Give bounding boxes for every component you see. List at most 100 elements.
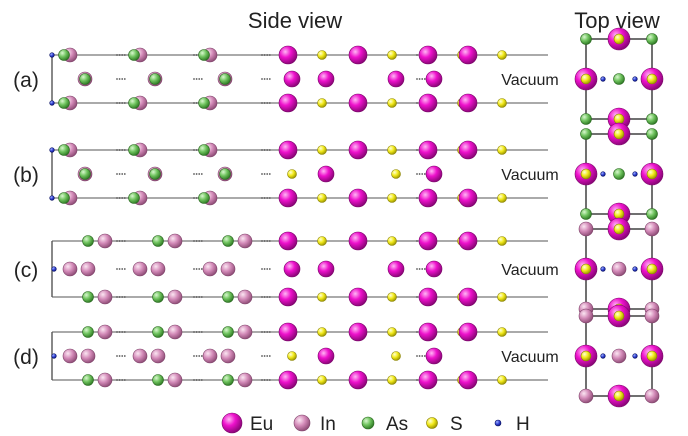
ellipsis-dot (268, 296, 271, 298)
ellipsis-dot (193, 149, 195, 151)
eu-atom (418, 93, 438, 113)
top-view-cell (574, 304, 664, 408)
in-atom (644, 388, 660, 404)
ellipsis-dot (416, 54, 418, 56)
ellipsis-dot (118, 149, 121, 151)
s-atom (646, 73, 658, 85)
top-view-cell (574, 27, 664, 131)
ellipsis-dot (195, 197, 198, 199)
ellipsis-dot (268, 268, 271, 270)
ellipsis-dot (195, 54, 198, 56)
ellipsis-dot (418, 355, 421, 357)
ellipsis-dot (118, 78, 121, 80)
s-atom (387, 193, 397, 203)
as-atom (613, 73, 625, 85)
ellipsis-dot (423, 268, 426, 270)
s-atom (497, 327, 507, 337)
ellipsis-dot (195, 296, 198, 298)
in-atom (237, 324, 253, 340)
in-atom (644, 308, 660, 324)
in-atom (220, 348, 236, 364)
h-atom (632, 171, 638, 177)
ellipsis-dot (123, 78, 126, 80)
s-atom (580, 263, 592, 275)
ellipsis-dot (266, 379, 269, 381)
in-atom (237, 372, 253, 388)
ellipsis-dot (266, 355, 269, 357)
as-atom (58, 97, 70, 109)
s-atom (317, 145, 327, 155)
ellipsis-dot (195, 102, 198, 104)
panel-a: (a) Vacuum (13, 27, 664, 131)
ellipsis-dot (418, 268, 421, 270)
s-atom (317, 375, 327, 385)
in-atom (578, 388, 594, 404)
in-atom (237, 289, 253, 305)
ellipsis-dot (193, 240, 195, 242)
s-atom (613, 208, 625, 220)
eu-atom (317, 165, 335, 183)
s-atom (317, 193, 327, 203)
ellipsis-dot (416, 197, 418, 199)
ellipsis-dot (268, 331, 271, 333)
ellipsis-dot (268, 379, 271, 381)
s-atom (317, 236, 327, 246)
eu-atom (348, 140, 368, 160)
ellipsis-dot (263, 149, 266, 151)
as-atom (149, 73, 161, 85)
ellipsis-dot (261, 268, 263, 270)
s-atom (497, 236, 507, 246)
s-atom (317, 292, 327, 302)
as-atom (219, 73, 231, 85)
vacuum-label: Vacuum (501, 349, 559, 366)
h-atom (51, 266, 57, 272)
as-atom (613, 168, 625, 180)
ellipsis-dot (123, 240, 126, 242)
ellipsis-dot (123, 197, 126, 199)
ellipsis-dot (123, 296, 126, 298)
ellipsis-dot (121, 268, 124, 270)
eu-atom (425, 260, 443, 278)
as-atom (198, 192, 210, 204)
ellipsis-dot (261, 197, 263, 199)
in-atom (167, 324, 183, 340)
ellipsis-dot (268, 54, 271, 56)
ellipsis-dot (123, 149, 126, 151)
ellipsis-dot (118, 268, 121, 270)
in-atom (132, 348, 148, 364)
h-atom (600, 266, 606, 272)
s-atom (387, 145, 397, 155)
s-atom (613, 113, 625, 125)
ellipsis-dot (200, 379, 203, 381)
ellipsis-dot (116, 197, 118, 199)
as-atom (219, 168, 231, 180)
in-atom (97, 372, 113, 388)
legend-label: In (320, 414, 336, 435)
ellipsis-dot (198, 78, 201, 80)
in-atom (167, 372, 183, 388)
s-atom (387, 50, 397, 60)
ellipsis-dot (200, 296, 203, 298)
eu-atom (348, 287, 368, 307)
s-atom (391, 169, 401, 179)
eu-atom (278, 370, 298, 390)
ellipsis-dot (423, 355, 426, 357)
as-atom (152, 326, 164, 338)
ellipsis-dot (198, 173, 201, 175)
s-atom (387, 375, 397, 385)
eu-atom (425, 165, 443, 183)
ellipsis-dot (266, 102, 269, 104)
in-atom (80, 261, 96, 277)
s-atom (497, 375, 507, 385)
in-atom (150, 348, 166, 364)
side-view-title: Side view (248, 8, 342, 33)
eu-atom (458, 322, 478, 342)
ellipsis-dot (118, 355, 121, 357)
ellipsis-dot (116, 102, 118, 104)
ellipsis-dot (116, 268, 118, 270)
as-atom (198, 49, 210, 61)
panel-label: (b) (13, 164, 39, 187)
s-atom (646, 350, 658, 362)
in-atom (237, 233, 253, 249)
ellipsis-dot (263, 173, 266, 175)
